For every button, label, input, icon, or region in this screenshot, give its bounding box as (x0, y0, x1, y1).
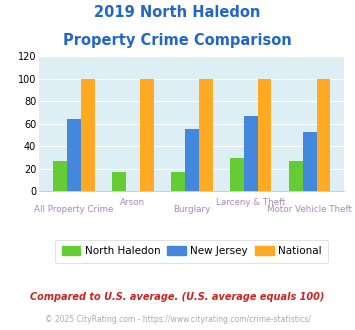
Text: Larceny & Theft: Larceny & Theft (216, 198, 285, 207)
Text: Burglary: Burglary (173, 205, 210, 214)
Bar (185, 129, 199, 191)
Bar (303, 132, 317, 191)
Text: Motor Vehicle Theft: Motor Vehicle Theft (267, 205, 352, 214)
Bar (140, 79, 153, 191)
Text: Compared to U.S. average. (U.S. average equals 100): Compared to U.S. average. (U.S. average … (30, 292, 325, 302)
Legend: North Haledon, New Jersey, National: North Haledon, New Jersey, National (55, 240, 328, 263)
Bar (289, 161, 303, 191)
Bar (171, 172, 185, 191)
Bar (81, 79, 94, 191)
Text: Property Crime Comparison: Property Crime Comparison (63, 33, 292, 48)
Bar (244, 116, 258, 191)
Text: 2019 North Haledon: 2019 North Haledon (94, 5, 261, 20)
Text: All Property Crime: All Property Crime (34, 205, 114, 214)
Bar (53, 161, 67, 191)
Bar (199, 79, 213, 191)
Bar (112, 172, 126, 191)
Text: Arson: Arson (120, 198, 145, 207)
Bar (317, 79, 331, 191)
Bar (258, 79, 272, 191)
Bar (67, 119, 81, 191)
Bar (230, 158, 244, 191)
Text: © 2025 CityRating.com - https://www.cityrating.com/crime-statistics/: © 2025 CityRating.com - https://www.city… (45, 315, 310, 324)
